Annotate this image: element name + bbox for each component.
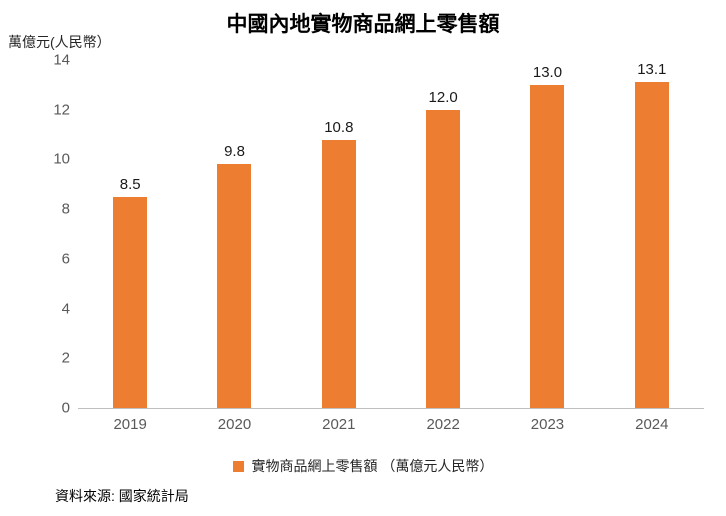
y-tick-label: 14 <box>53 51 70 69</box>
y-tick-label: 4 <box>61 300 70 318</box>
bar-value-label: 13.0 <box>532 63 563 81</box>
y-tick-label: 8 <box>61 200 70 218</box>
bar-value-label: 12.0 <box>428 88 458 106</box>
x-tick-label: 2021 <box>322 416 356 433</box>
bar-column: 13.1 <box>600 60 704 408</box>
bar-column: 8.5 <box>78 60 182 408</box>
y-tick-label: 10 <box>53 150 70 168</box>
x-tick-label: 2022 <box>426 416 460 433</box>
chart-title: 中國內地實物商品網上零售額 <box>226 12 500 36</box>
x-tick-label: 2020 <box>217 416 252 433</box>
bar <box>321 139 356 408</box>
bar <box>113 196 148 408</box>
legend-swatch-icon <box>232 460 244 472</box>
x-axis-labels: 2019 2020 2021 2022 2023 2024 <box>78 416 704 433</box>
y-tick-label: 6 <box>61 250 70 268</box>
y-tick-label: 12 <box>53 101 70 119</box>
source-note: 資料來源: 國家統計局 <box>55 488 189 504</box>
y-axis-unit-label: 萬億元(人民幣） <box>8 34 111 50</box>
legend-label: 實物商品網上零售額 （萬億元人民幣） <box>251 458 494 474</box>
bar-column: 9.8 <box>182 60 286 408</box>
plot-area: 8.5 9.8 10.8 12.0 13.0 13.1 <box>78 60 704 409</box>
bar-value-label: 9.8 <box>224 143 245 161</box>
x-tick-label: 2019 <box>113 416 147 433</box>
x-tick-label: 2024 <box>635 416 669 433</box>
bar-value-label: 13.1 <box>637 61 667 79</box>
bar <box>634 82 669 408</box>
y-tick-label: 2 <box>61 349 70 367</box>
bar <box>217 164 252 408</box>
bar-value-label: 10.8 <box>324 118 354 136</box>
y-axis-ticks: 0 2 4 6 8 10 12 14 <box>36 53 70 416</box>
bar <box>426 109 461 408</box>
bars-row: 8.5 9.8 10.8 12.0 13.0 13.1 <box>78 60 704 408</box>
y-tick-label: 0 <box>61 399 70 417</box>
bar-column: 10.8 <box>287 60 391 408</box>
bar-column: 13.0 <box>495 60 599 408</box>
legend: 實物商品網上零售額 （萬億元人民幣） <box>0 456 726 476</box>
bar-column: 12.0 <box>391 60 495 408</box>
x-tick-label: 2023 <box>530 416 565 433</box>
bar <box>530 84 565 408</box>
bar-value-label: 8.5 <box>119 175 141 193</box>
